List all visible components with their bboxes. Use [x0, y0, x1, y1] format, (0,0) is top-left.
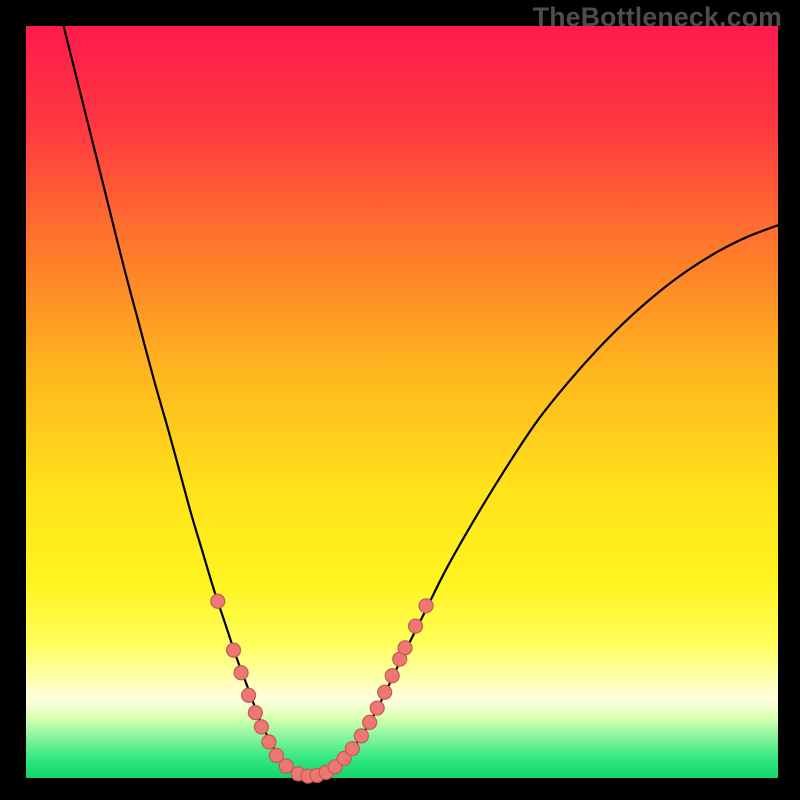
- data-marker: [409, 619, 423, 633]
- chart-stage: TheBottleneck.com: [0, 0, 800, 800]
- chart-svg: [26, 26, 778, 778]
- data-marker: [378, 685, 392, 699]
- data-marker: [363, 715, 377, 729]
- data-marker: [248, 706, 262, 720]
- bottleneck-curve-left: [64, 26, 308, 776]
- data-marker: [345, 742, 359, 756]
- plot-area: [26, 26, 778, 778]
- data-marker: [370, 701, 384, 715]
- data-marker: [262, 735, 276, 749]
- data-marker: [354, 729, 368, 743]
- watermark-label: TheBottleneck.com: [533, 2, 782, 33]
- data-marker: [242, 688, 256, 702]
- data-marker: [279, 759, 293, 773]
- data-marker: [398, 641, 412, 655]
- data-markers: [211, 594, 433, 783]
- data-marker: [234, 666, 248, 680]
- data-marker: [227, 643, 241, 657]
- data-marker: [419, 599, 433, 613]
- data-marker: [211, 594, 225, 608]
- data-marker: [385, 669, 399, 683]
- data-marker: [254, 720, 268, 734]
